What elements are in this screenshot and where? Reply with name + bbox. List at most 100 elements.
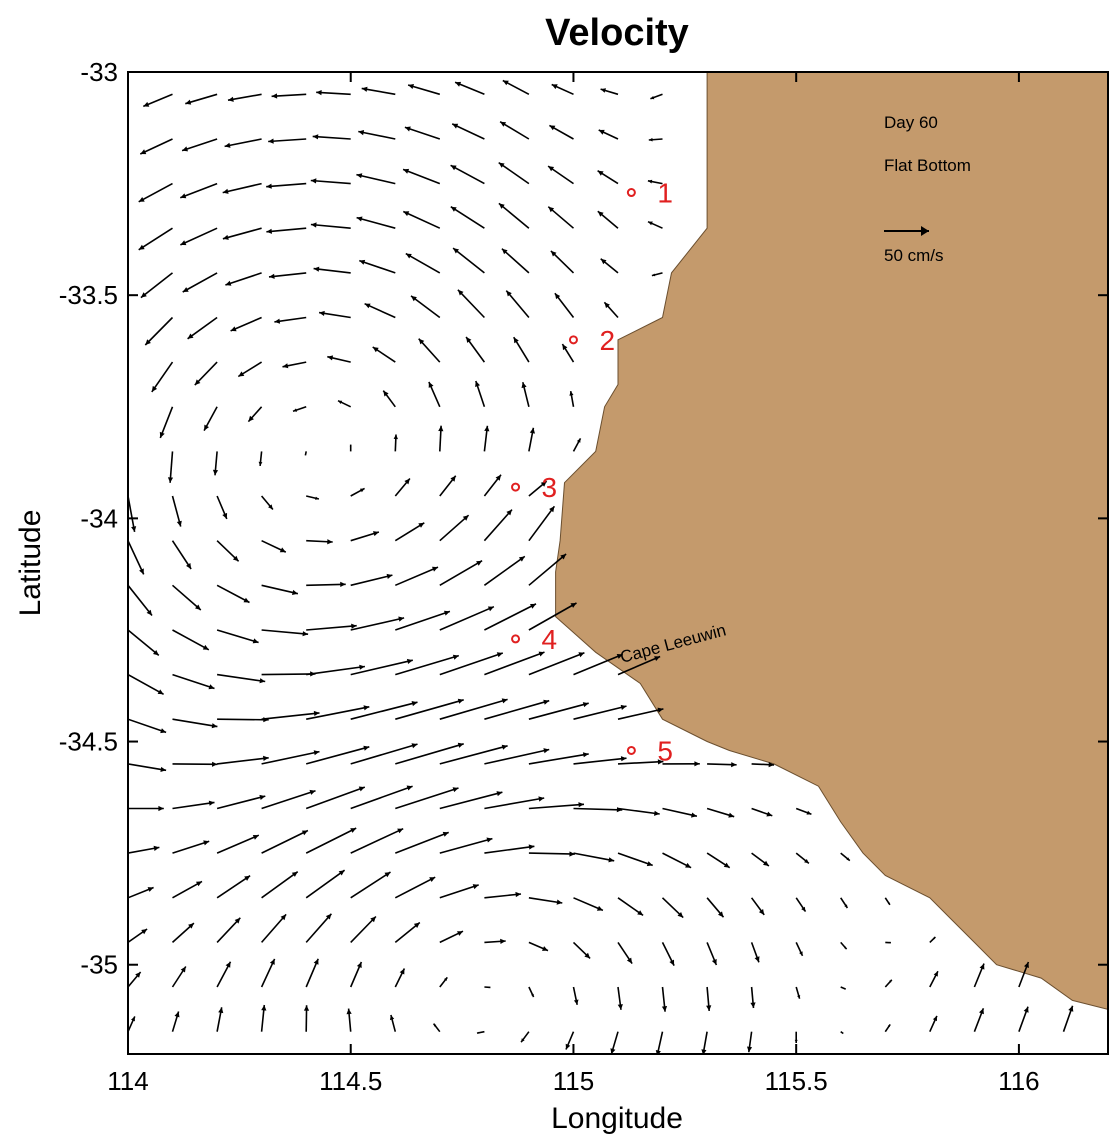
- velocity-arrow: [701, 1031, 708, 1054]
- velocity-arrow: [573, 653, 624, 676]
- velocity-arrow: [172, 629, 210, 651]
- velocity-arrow: [350, 658, 413, 676]
- velocity-arrow: [565, 1031, 575, 1050]
- velocity-arrow: [395, 831, 449, 854]
- velocity-arrow: [929, 970, 939, 988]
- velocity-arrow: [217, 717, 269, 723]
- velocity-arrow: [318, 310, 351, 319]
- velocity-arrow: [706, 852, 731, 869]
- y-tick-label: -34: [80, 503, 118, 533]
- velocity-arrow: [310, 178, 351, 185]
- velocity-arrow: [312, 134, 351, 140]
- velocity-arrow: [216, 673, 266, 684]
- velocity-arrow: [305, 869, 346, 899]
- velocity-arrow: [128, 94, 129, 96]
- velocity-arrow: [139, 138, 173, 155]
- velocity-arrow: [418, 338, 441, 363]
- station-markers: 1 2 3 4 5: [511, 178, 673, 766]
- velocity-arrow: [617, 707, 664, 720]
- velocity-arrow: [484, 699, 550, 720]
- velocity-arrow: [306, 495, 320, 500]
- velocity-arrow: [394, 477, 411, 497]
- velocity-arrow: [359, 259, 396, 274]
- station-marker-1: [626, 188, 636, 198]
- velocity-arrow: [569, 390, 575, 407]
- velocity-vectors: [128, 79, 1108, 1054]
- velocity-arrow: [260, 1004, 267, 1032]
- velocity-arrow: [884, 979, 893, 988]
- velocity-arrow: [128, 317, 129, 319]
- velocity-arrow: [227, 93, 262, 102]
- velocity-arrow: [266, 227, 307, 234]
- velocity-arrow: [313, 266, 351, 274]
- velocity-arrow: [795, 897, 807, 913]
- velocity-arrow: [358, 130, 396, 140]
- velocity-arrow: [261, 871, 299, 899]
- velocity-arrow: [706, 897, 725, 918]
- velocity-arrow: [502, 79, 530, 96]
- chart-title: Velocity: [545, 12, 689, 54]
- velocity-arrow: [617, 986, 623, 1010]
- velocity-arrow: [483, 509, 513, 542]
- velocity-arrow: [171, 584, 202, 611]
- velocity-arrow: [171, 966, 187, 988]
- velocity-arrow: [395, 654, 460, 676]
- velocity-arrow: [600, 88, 619, 96]
- velocity-arrow: [216, 875, 251, 899]
- velocity-arrow: [439, 884, 479, 899]
- velocity-arrow: [617, 759, 664, 765]
- x-axis-label: Longitude: [551, 1102, 683, 1135]
- reference-arrow: [884, 226, 929, 236]
- velocity-arrow: [457, 289, 485, 319]
- velocity-arrow: [662, 852, 692, 869]
- velocity-arrow: [528, 702, 589, 720]
- velocity-arrow: [216, 540, 240, 562]
- land-mass: [555, 72, 1108, 1010]
- velocity-arrow: [310, 222, 351, 229]
- velocity-arrow: [483, 555, 526, 586]
- velocity-arrow: [498, 202, 530, 229]
- velocity-arrow: [655, 1031, 664, 1054]
- velocity-arrow: [237, 361, 263, 378]
- velocity-arrow: [216, 584, 250, 604]
- velocity-arrow: [394, 566, 439, 587]
- y-tick-label: -33: [80, 57, 118, 87]
- velocity-arrow: [216, 961, 232, 988]
- velocity-arrow: [647, 179, 663, 185]
- velocity-arrow: [439, 791, 503, 810]
- velocity-arrow: [306, 539, 333, 545]
- velocity-arrow: [128, 139, 129, 140]
- velocity-arrow: [260, 495, 274, 511]
- velocity-arrow: [172, 880, 203, 899]
- velocity-arrow: [794, 1031, 798, 1043]
- velocity-arrow: [303, 1005, 310, 1032]
- velocity-arrow: [484, 986, 491, 989]
- velocity-arrow: [795, 852, 810, 865]
- x-tick-label: 115.5: [765, 1066, 828, 1096]
- station-label-5: 5: [657, 735, 673, 766]
- velocity-arrow: [274, 316, 307, 324]
- velocity-arrow: [501, 248, 530, 274]
- velocity-arrow: [182, 272, 218, 293]
- velocity-arrow: [172, 800, 215, 810]
- velocity-arrow: [402, 210, 441, 229]
- velocity-arrow: [305, 786, 366, 810]
- velocity-arrow: [142, 93, 173, 108]
- velocity-arrow: [382, 390, 396, 408]
- velocity-arrow: [454, 81, 485, 96]
- velocity-arrow: [172, 840, 210, 854]
- velocity-arrow: [346, 1008, 352, 1032]
- station-marker-3: [511, 482, 521, 492]
- velocity-arrow: [884, 1023, 891, 1033]
- velocity-arrow: [230, 316, 262, 332]
- velocity-arrow: [159, 406, 174, 439]
- axis-ticks: 114 114.5 115 115.5 116 -33 -33.5 -34 -34.5 -35: [59, 57, 1108, 1096]
- velocity-arrow: [216, 834, 260, 854]
- velocity-arrow: [561, 343, 575, 363]
- velocity-arrow: [260, 958, 276, 988]
- velocity-arrow: [439, 475, 457, 497]
- velocity-arrow: [661, 942, 675, 966]
- velocity-arrow: [973, 963, 985, 988]
- velocity-arrow: [261, 710, 320, 720]
